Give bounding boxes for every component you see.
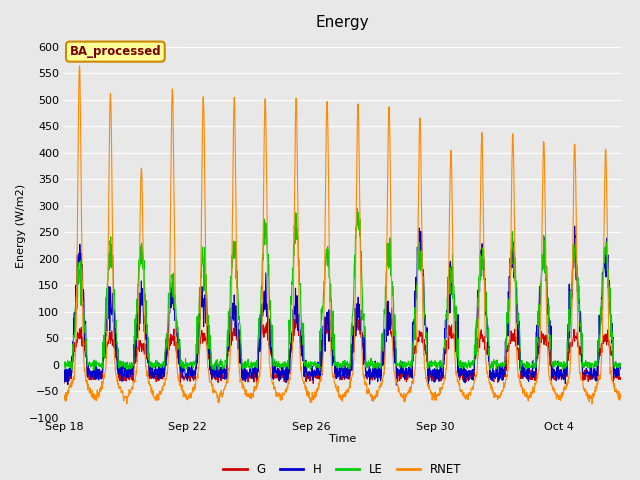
Y-axis label: Energy (W/m2): Energy (W/m2) (16, 183, 26, 268)
LE (516, 368, 524, 374)
H (299, 358, 307, 363)
RNET (300, 378, 307, 384)
LE (93, 360, 100, 366)
G (93, 374, 100, 380)
Line: LE: LE (64, 208, 621, 371)
H (356, 315, 364, 321)
LE (541, 243, 548, 249)
RNET (419, 263, 426, 268)
H (308, 363, 316, 369)
G (617, 375, 625, 381)
H (418, 248, 426, 254)
H (424, 383, 432, 389)
LE (308, 360, 316, 365)
RNET (588, 401, 596, 407)
Title: Energy: Energy (316, 15, 369, 30)
LE (353, 205, 361, 211)
G (292, 312, 300, 318)
G (300, 349, 307, 355)
LE (419, 265, 426, 271)
LE (617, 362, 625, 368)
G (541, 337, 548, 343)
RNET (356, 280, 364, 286)
G (357, 329, 365, 335)
Line: RNET: RNET (64, 66, 621, 404)
RNET (93, 387, 101, 393)
G (309, 381, 317, 386)
H (571, 223, 579, 229)
RNET (60, 397, 68, 403)
RNET (617, 396, 625, 401)
Line: G: G (64, 315, 621, 384)
H (60, 373, 68, 379)
Legend: G, H, LE, RNET: G, H, LE, RNET (219, 458, 466, 480)
H (93, 372, 100, 378)
G (419, 332, 426, 338)
H (541, 261, 548, 267)
LE (60, 366, 68, 372)
Line: H: H (64, 226, 621, 386)
H (617, 366, 625, 372)
X-axis label: Time: Time (329, 434, 356, 444)
RNET (308, 389, 316, 395)
G (308, 370, 316, 376)
LE (356, 254, 364, 260)
G (60, 380, 68, 386)
Text: BA_processed: BA_processed (70, 45, 161, 58)
LE (299, 342, 307, 348)
RNET (76, 63, 83, 69)
RNET (541, 154, 548, 159)
